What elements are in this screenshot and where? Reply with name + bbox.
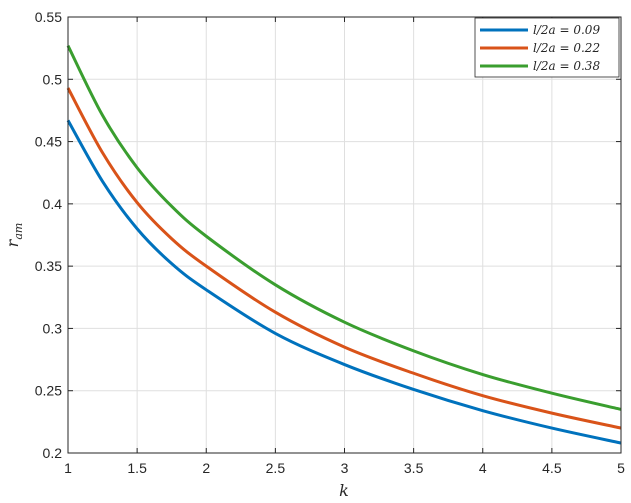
legend: l/2a = 0.09 l/2a = 0.22 l/2a = 0.38	[474, 17, 620, 78]
legend-label-1: l/2a = 0.09	[533, 23, 600, 37]
x-tick-label: 2.5	[266, 460, 286, 476]
x-tick-label: 3	[341, 460, 349, 476]
x-tick-label: 4.5	[542, 460, 562, 476]
y-tick-label: 0.4	[43, 196, 63, 212]
x-axis-label: k	[339, 481, 349, 500]
series-line-3	[66, 44, 622, 411]
x-tick-label: 1	[64, 460, 72, 476]
x-tick-label: 5	[617, 460, 625, 476]
x-tick-label: 3.5	[404, 460, 424, 476]
x-tick-label: 4	[479, 460, 487, 476]
tick-labels: 1 1.5 2 2.5 3 3.5 4 4.5 5 0.2 0.25 0.3 0.35 0.4 0.45 0.…	[35, 9, 625, 476]
y-axis-label: ram	[3, 223, 25, 248]
y-tick-label: 0.55	[35, 9, 62, 25]
y-tick-label: 0.35	[35, 258, 62, 274]
y-axis-label-subscript: am	[12, 223, 25, 240]
x-tick-label: 2	[202, 460, 210, 476]
y-tick-label: 0.45	[35, 134, 62, 150]
series-layer	[66, 44, 622, 445]
series-line-2	[66, 87, 622, 430]
y-axis-label-main: r	[3, 238, 22, 247]
y-tick-label: 0.5	[43, 71, 63, 87]
y-tick-label: 0.2	[43, 445, 63, 461]
legend-label-3: l/2a = 0.38	[533, 59, 600, 73]
x-tick-label: 1.5	[127, 460, 147, 476]
y-tick-label: 0.25	[35, 383, 62, 399]
legend-label-2: l/2a = 0.22	[533, 41, 600, 55]
y-axis-label-group: ram	[3, 223, 25, 248]
series-line-1	[66, 119, 622, 445]
y-tick-label: 0.3	[43, 320, 63, 336]
